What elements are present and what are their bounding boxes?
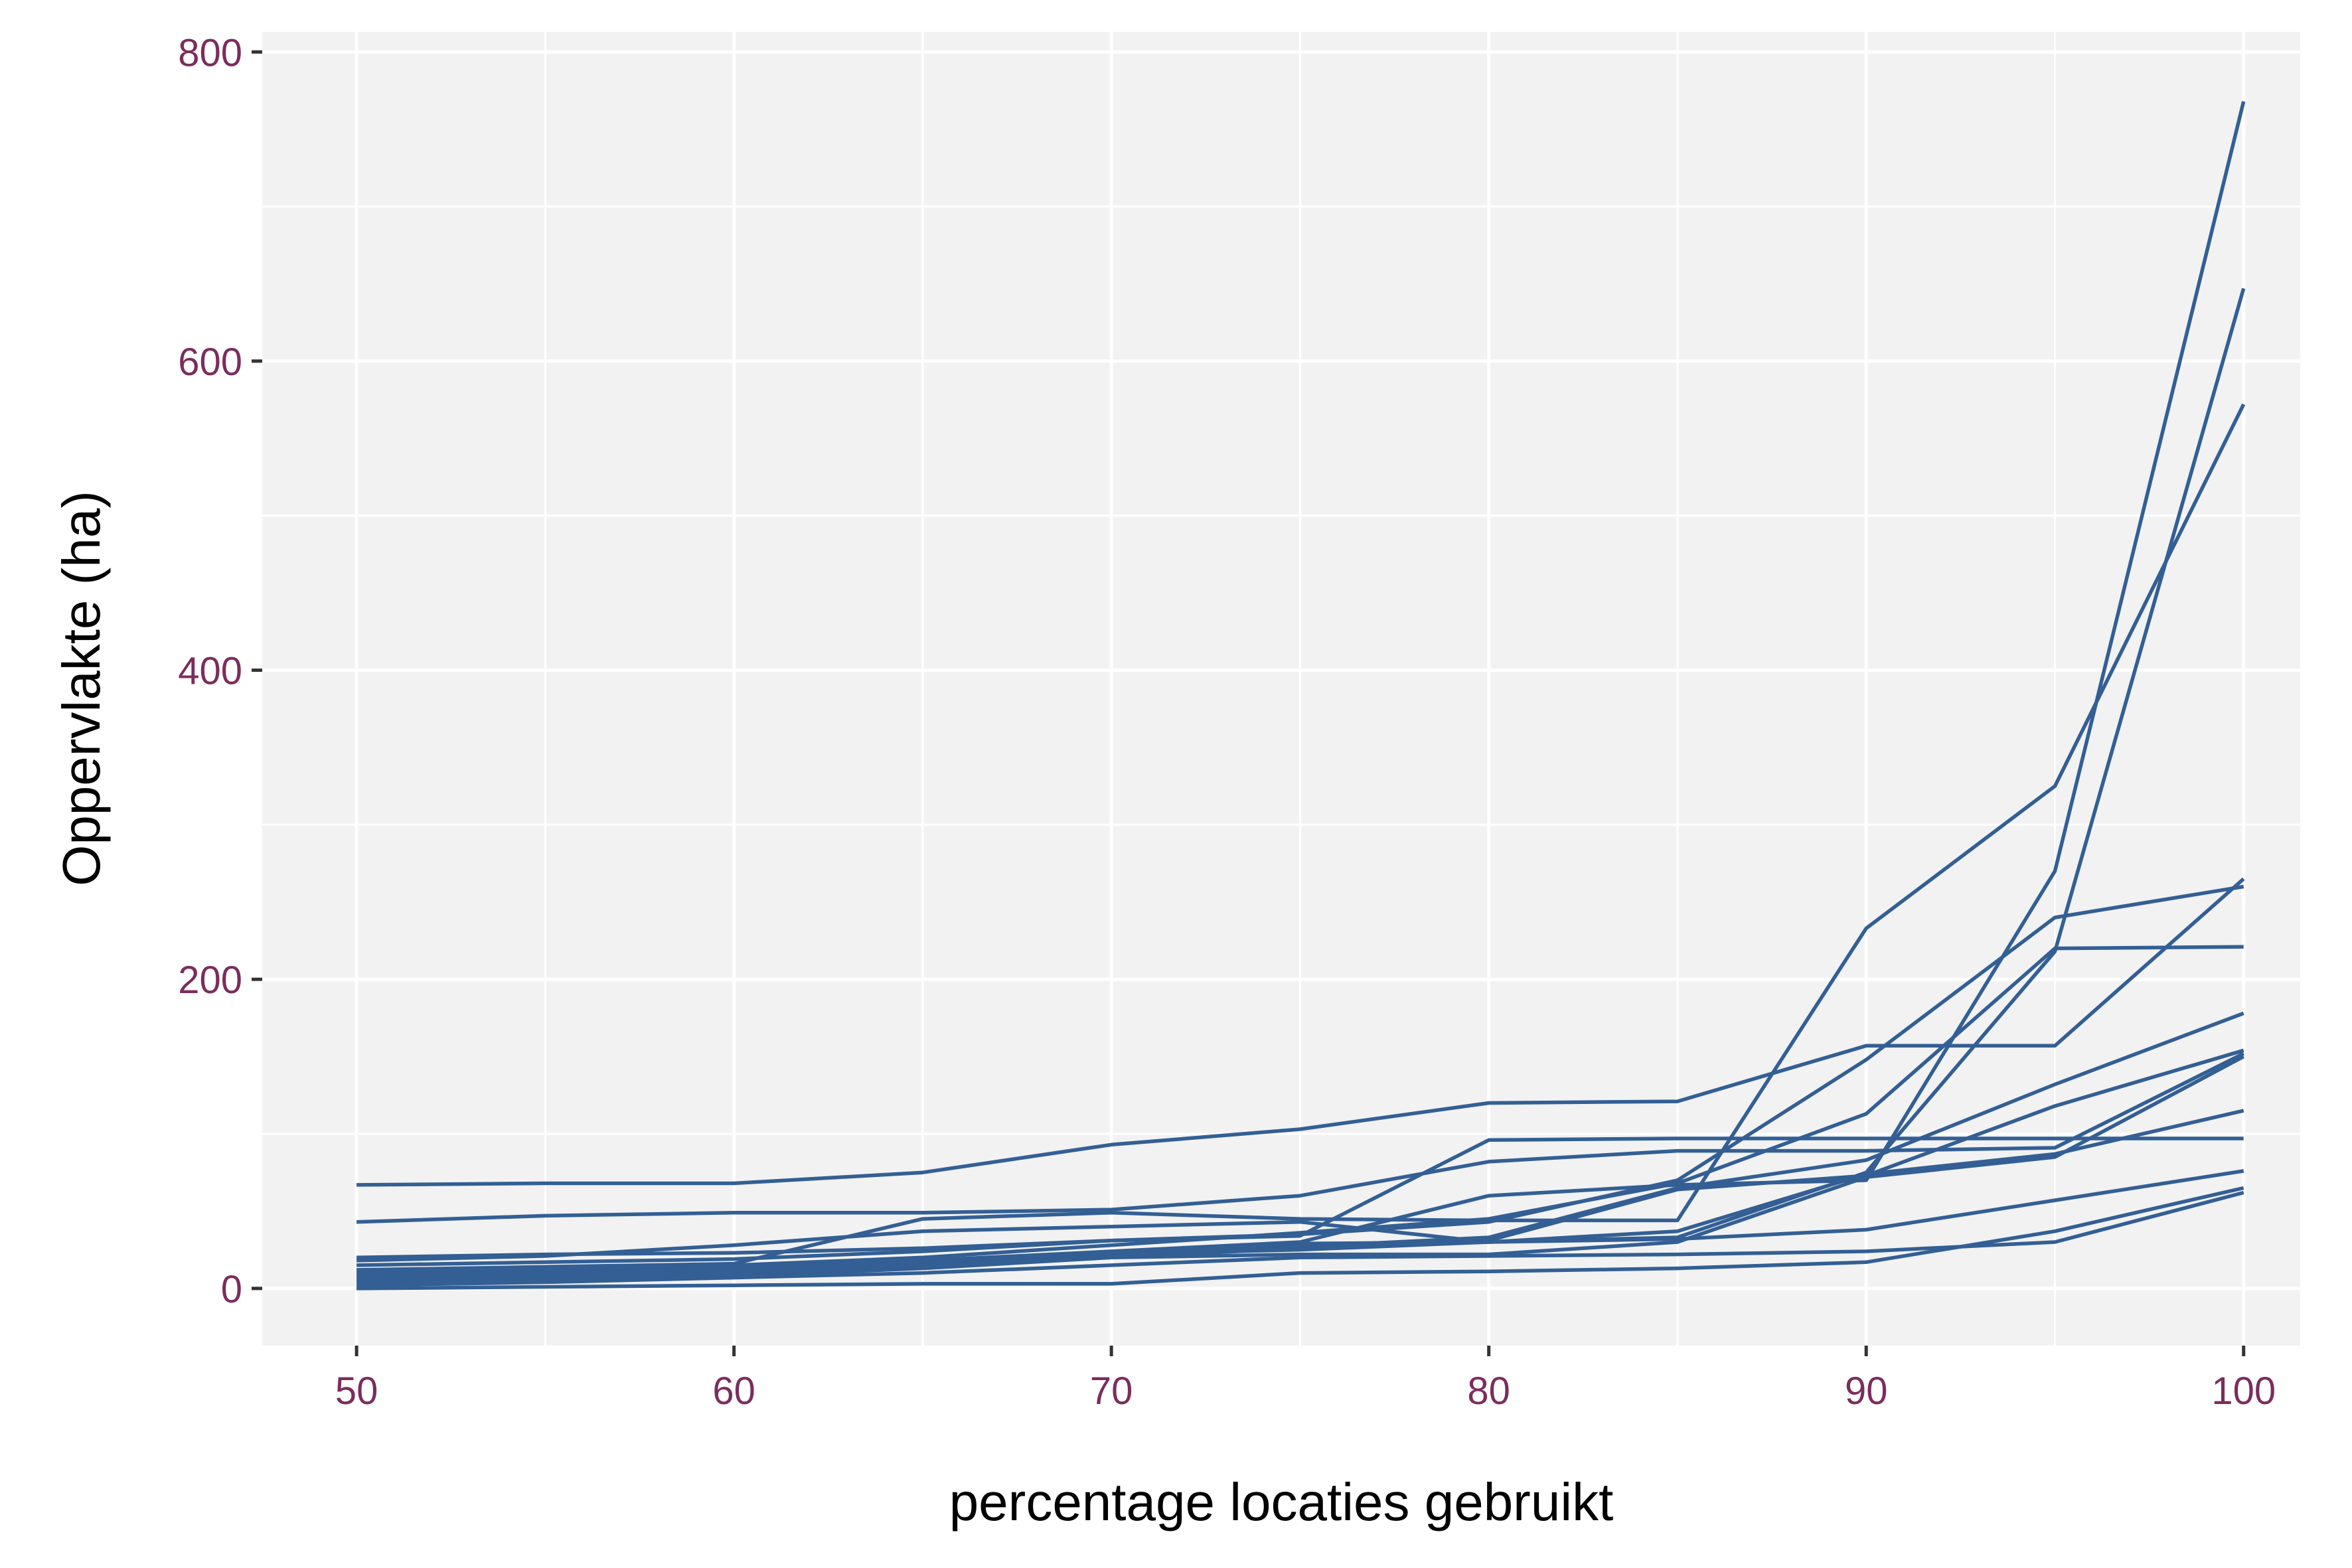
x-tick-label: 80 [1467,1370,1510,1413]
x-tick-label: 70 [1090,1370,1133,1413]
series-line-14 [356,1186,2244,1291]
major-gridlines [262,32,2300,1346]
plot-panel [262,32,2300,1346]
y-axis-title: Oppervlakte (ha) [52,491,111,886]
minor-gridlines [262,32,2300,1346]
series-line-13 [356,1190,2244,1287]
y-tick-label: 400 [178,650,242,693]
x-axis-title: percentage locaties gebruikt [949,1472,1614,1531]
series-line-15 [356,1055,2244,1273]
x-tick-label: 90 [1845,1370,1888,1413]
axes: 50 60 70 80 90 100 0 200 400 600 800 [178,31,2276,1413]
series-line-4 [356,403,2246,1272]
y-tick-label: 0 [221,1268,242,1311]
y-tick-label: 200 [178,959,242,1002]
series-lines [356,101,2246,1291]
y-tick-label: 600 [178,341,242,384]
series-line-11 [356,1109,2244,1278]
x-tick-label: 50 [335,1370,378,1413]
x-tick-label: 100 [2211,1370,2276,1413]
series-line-1 [356,877,2245,1187]
series-line-2 [356,1052,2244,1224]
series-line-12 [356,1169,2244,1283]
y-tick-label: 800 [178,31,242,74]
series-line-7 [356,287,2246,1263]
x-tick-label: 60 [712,1370,755,1413]
